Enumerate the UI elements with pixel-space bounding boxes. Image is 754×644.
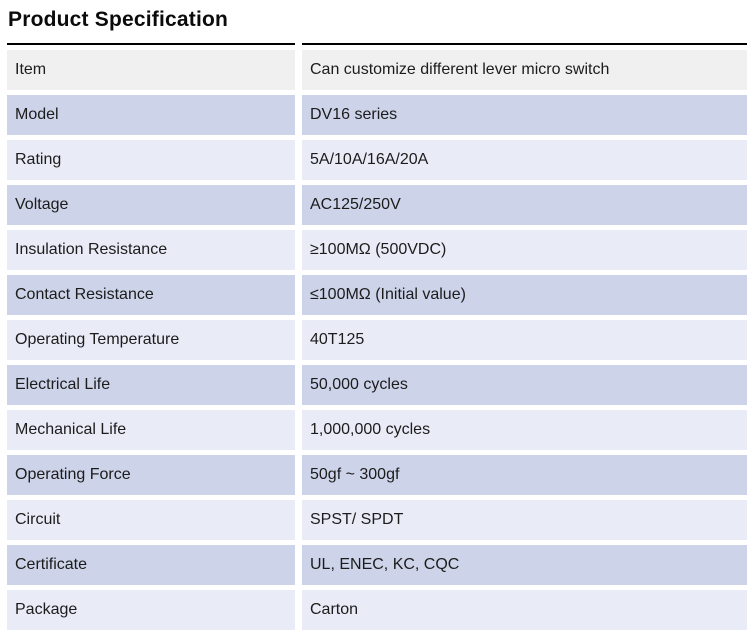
spec-row-value: 50,000 cycles [302, 365, 747, 405]
spec-row-label: Certificate [7, 545, 295, 585]
spec-row-value: 50gf ~ 300gf [302, 455, 747, 495]
spec-row-label: Circuit [7, 500, 295, 540]
spec-row-label: Operating Force [7, 455, 295, 495]
spec-row-value: 5A/10A/16A/20A [302, 140, 747, 180]
spec-row-value: UL, ENEC, KC, CQC [302, 545, 747, 585]
spec-row-value: AC125/250V [302, 185, 747, 225]
spec-row-label: Item [7, 50, 295, 90]
spec-row-label: Model [7, 95, 295, 135]
spec-row-value: ≥100MΩ (500VDC) [302, 230, 747, 270]
spec-page: Product Specification Item Can customize … [7, 8, 747, 630]
spec-row-value: 40T125 [302, 320, 747, 360]
spec-row-label: Insulation Resistance [7, 230, 295, 270]
spec-row-value: DV16 series [302, 95, 747, 135]
page-title: Product Specification [8, 8, 229, 31]
spec-row-label: Voltage [7, 185, 295, 225]
table-top-rule-right [302, 43, 747, 45]
spec-row-label: Rating [7, 140, 295, 180]
table-top-rule-left [7, 43, 295, 45]
spec-row-value: Can customize different lever micro swit… [302, 50, 747, 90]
spec-row-label: Contact Resistance [7, 275, 295, 315]
spec-row-label: Package [7, 590, 295, 630]
spec-row-label: Electrical Life [7, 365, 295, 405]
spec-row-label: Mechanical Life [7, 410, 295, 450]
spec-row-value: 1,000,000 cycles [302, 410, 747, 450]
spec-row-label: Operating Temperature [7, 320, 295, 360]
spec-table: Item Can customize different lever micro … [7, 43, 747, 630]
spec-row-value: SPST/ SPDT [302, 500, 747, 540]
spec-row-value: ≤100MΩ (Initial value) [302, 275, 747, 315]
spec-row-value: Carton [302, 590, 747, 630]
